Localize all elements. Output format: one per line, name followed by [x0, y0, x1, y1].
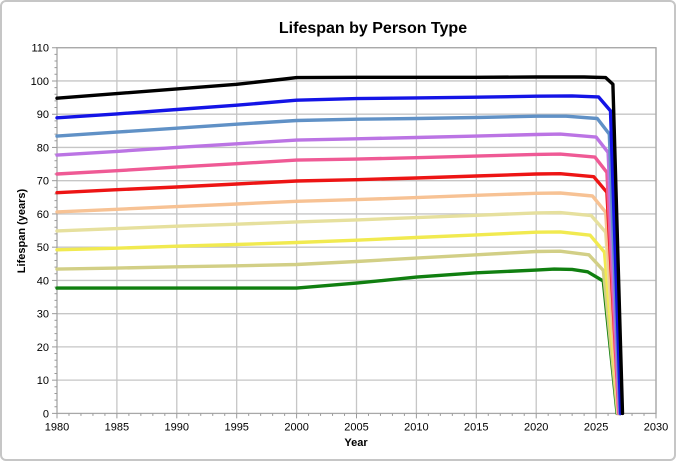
- x-tick-label: 1980: [45, 421, 69, 433]
- y-tick-label: 20: [37, 342, 49, 354]
- line-series-peach: [55, 191, 620, 416]
- y-axis-title: Lifespan (years): [16, 188, 28, 273]
- y-tick-label: 30: [37, 309, 49, 321]
- line-series-red: [55, 171, 621, 416]
- x-tick-label: 1985: [105, 421, 129, 433]
- y-tick-label: 10: [37, 375, 49, 387]
- line-series-dark-khaki: [55, 249, 620, 416]
- line-series-green: [55, 267, 619, 416]
- axis-ticks: [52, 47, 657, 419]
- chart-title: Lifespan by Person Type: [279, 20, 467, 37]
- y-tick-label: 60: [37, 209, 49, 221]
- x-tick-label: 2005: [344, 421, 368, 433]
- line-series-yellow: [55, 230, 620, 416]
- x-tick-label: 2010: [404, 421, 428, 433]
- line-series-pale-tan: [55, 210, 620, 416]
- x-tick-label: 2025: [584, 421, 608, 433]
- line-series-steel-blue: [55, 114, 622, 416]
- y-tick-label: 110: [31, 43, 49, 55]
- line-series-blue: [55, 94, 623, 416]
- x-tick-label: 2015: [464, 421, 488, 433]
- y-tick-label: 70: [37, 176, 49, 188]
- line-series-black: [55, 75, 625, 416]
- x-tick-label: 2030: [644, 421, 668, 433]
- y-tick-label: 0: [43, 408, 49, 420]
- line-series-group: [55, 75, 625, 416]
- x-tick-label: 1990: [165, 421, 189, 433]
- line-series-pink: [55, 152, 621, 416]
- y-tick-label: 100: [31, 76, 49, 88]
- tick-labels: 1980 1985 1990 1995 2000 2005 2010 2015 2020 2025…: [31, 43, 669, 434]
- x-axis-title: Year: [344, 437, 368, 449]
- x-tick-label: 1995: [224, 421, 248, 433]
- gridlines: [56, 47, 657, 415]
- x-tick-label: 2000: [284, 421, 308, 433]
- y-tick-label: 80: [37, 142, 49, 154]
- x-tick-label: 2020: [524, 421, 548, 433]
- y-tick-label: 90: [37, 109, 49, 121]
- line-series-purple: [55, 132, 622, 416]
- y-tick-label: 40: [37, 275, 49, 287]
- y-tick-label: 50: [37, 242, 49, 254]
